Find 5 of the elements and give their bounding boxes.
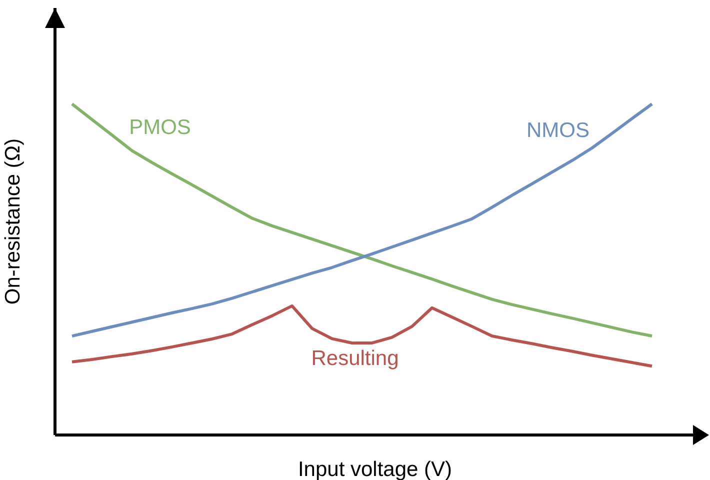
- x-axis-title: Input voltage (V): [298, 458, 452, 480]
- series-label: NMOS: [526, 118, 590, 142]
- series-label: Resulting: [311, 346, 399, 370]
- y-axis-title: On-resistance (Ω): [1, 138, 24, 305]
- series-label: PMOS: [129, 116, 191, 139]
